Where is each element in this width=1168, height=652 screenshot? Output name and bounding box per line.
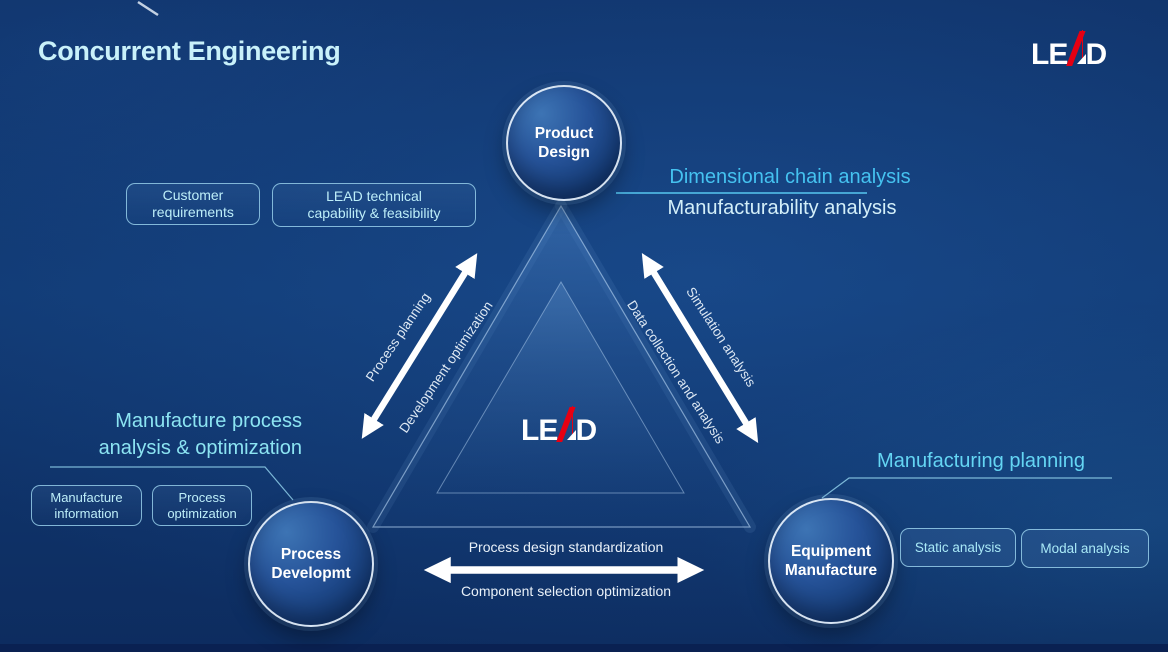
chip-line1: Customer (162, 187, 224, 203)
callout-line-right (821, 477, 1112, 499)
triangle-inner (436, 281, 685, 494)
logo-white-triangle-icon (1077, 54, 1087, 65)
node-label-line1: Equipment (790, 543, 872, 560)
node-process-developmt: Process Developmt (248, 501, 374, 627)
chip-line2: optimization (167, 505, 237, 521)
chip-process-optimization: Process optimization (152, 485, 252, 526)
logo-text-le: LE (521, 413, 558, 447)
chip-modal-analysis: Modal analysis (1021, 529, 1149, 568)
arrow-label-process-design-standardization: Process design standardization (468, 539, 664, 555)
logo-red-leg-icon (571, 406, 574, 439)
chip-line1: Manufacture (50, 489, 123, 505)
callout-line-left (50, 466, 294, 501)
chip-static-analysis: Static analysis (900, 528, 1016, 567)
node-label-line2: Design (538, 144, 590, 161)
node-equipment-manufacture: Equipment Manufacture (768, 498, 894, 624)
arrow-left (361, 253, 478, 439)
arrow-label-component-selection-optimization: Component selection optimization (460, 583, 672, 599)
node-label-line1: Process (280, 546, 342, 563)
chip-customer-requirements: Customer requirements (126, 183, 260, 225)
node-label-line1: Product (534, 125, 594, 142)
footer-bar (0, 644, 1168, 652)
logo-a-mark (1066, 30, 1087, 67)
node-label-line2: Developmt (271, 565, 351, 582)
slide-title: Concurrent Engineering (38, 36, 341, 66)
chip-line2: capability & feasibility (307, 205, 441, 221)
logo-a-mark (556, 406, 577, 443)
chip-lead-technical: LEAD technical capability & feasibility (272, 183, 476, 227)
chip-line2: information (54, 505, 119, 521)
annotation-line1: Manufacture process (115, 410, 302, 432)
node-product-design: Product Design (506, 85, 622, 201)
logo-text-d: D (575, 413, 598, 447)
arrow-right (641, 253, 759, 443)
chip-line1: Process (178, 489, 226, 505)
logo-text-d: D (1085, 37, 1108, 71)
logo-white-triangle-icon (567, 430, 577, 441)
chip-line2: requirements (152, 204, 234, 220)
annotation-manufacture-process: Manufacture process analysis & optimizat… (42, 408, 302, 462)
annotation-manufacturability: Manufacturability analysis (667, 197, 897, 219)
annotation-manufacturing-planning: Manufacturing planning (877, 450, 1085, 472)
logo-red-leg-icon (1081, 30, 1084, 63)
lead-logo-topright: LE D (1031, 30, 1108, 71)
chip-manufacture-information: Manufacture information (31, 485, 142, 526)
lead-logo-center: LE D (521, 406, 598, 447)
logo-text-le: LE (1031, 37, 1068, 71)
chip-line1: LEAD technical (326, 188, 422, 204)
node-label-line2: Manufacture (784, 562, 878, 579)
annotation-dimensional-chain: Dimensional chain analysis (669, 166, 911, 188)
annotation-line2: analysis & optimization (98, 437, 302, 459)
corner-tick (137, 0, 159, 17)
